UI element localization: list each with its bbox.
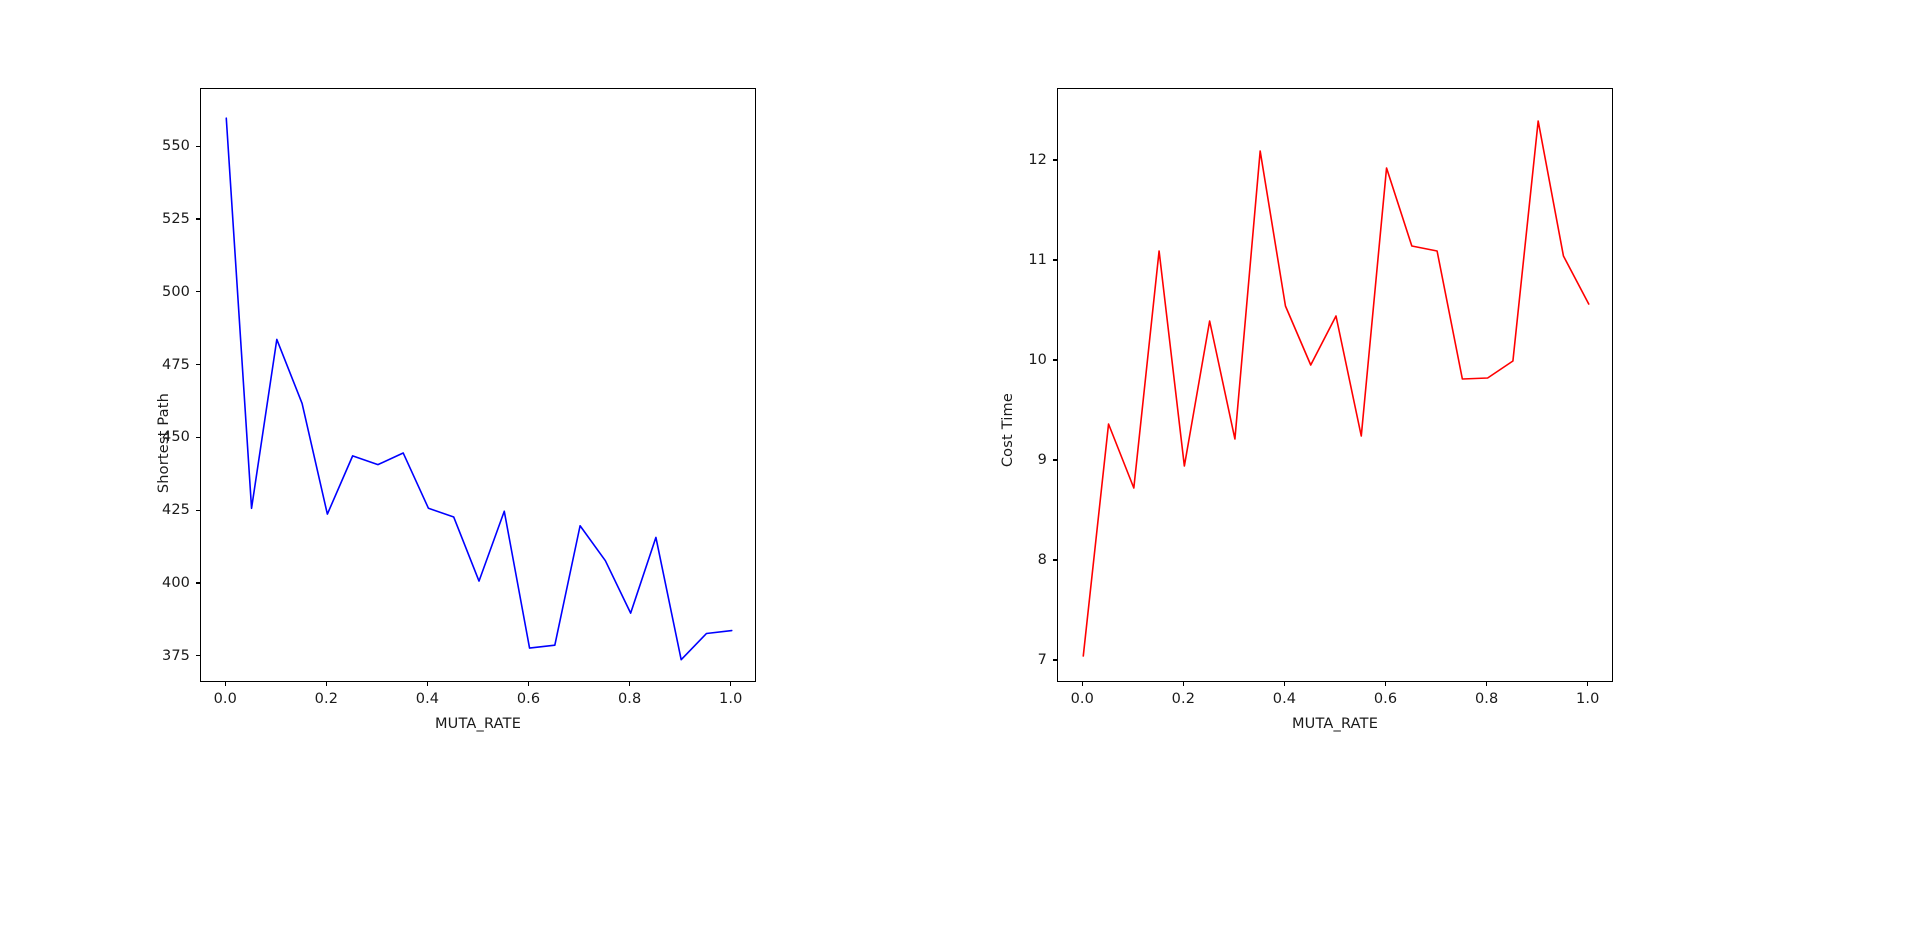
y-tick-label: 525	[162, 211, 190, 228]
x-tick-mark	[1384, 682, 1387, 686]
y-tick-label: 8	[1037, 552, 1047, 568]
y-axis-title-shortest-path: Shortest Path	[156, 393, 173, 494]
y-tick-mark	[196, 655, 200, 657]
y-tick-label: 9	[1037, 452, 1047, 468]
y-tick-mark	[196, 436, 200, 438]
y-tick-mark	[1053, 659, 1057, 661]
y-tick-mark	[1053, 559, 1057, 561]
x-tick-mark	[1486, 682, 1488, 686]
x-tick-mark	[426, 682, 428, 686]
x-tick-label: 0.8	[1474, 691, 1499, 707]
x-tick-label: 0.4	[1272, 691, 1297, 707]
x-tick-label: 0.6	[1373, 691, 1398, 707]
x-tick-label: 0.2	[1171, 691, 1196, 707]
y-tick-label: 375	[162, 647, 190, 664]
x-tick-mark	[1587, 682, 1589, 686]
x-tick-mark	[730, 682, 732, 686]
x-tick-mark	[1182, 682, 1184, 686]
panel-cost-time: 7 8 9 10 11 12 0.0 0.2 0.4 0.6 0.8 1.0 Cost Time M…	[960, 0, 1920, 936]
y-tick-label: 7	[1037, 652, 1047, 668]
y-tick-mark	[196, 582, 200, 584]
line-series-cost-time	[1082, 120, 1590, 657]
y-tick-mark	[196, 145, 200, 147]
y-tick-mark	[196, 364, 200, 366]
y-tick-mark	[196, 291, 200, 293]
y-tick-label: 475	[162, 356, 190, 373]
x-tick-mark	[1283, 682, 1285, 686]
y-tick-mark	[1053, 259, 1057, 261]
x-tick-label: 0.4	[415, 691, 440, 707]
x-axis-title-shortest-path: MUTA_RATE	[434, 716, 522, 732]
y-tick-mark	[1053, 159, 1057, 161]
x-tick-mark	[1081, 682, 1083, 686]
y-tick-label: 450	[162, 429, 190, 446]
line-series-shortest-path	[225, 117, 733, 661]
y-tick-mark	[1053, 359, 1057, 361]
panel-shortest-path: 375 400 425 450 475 500 525 550 0.0 0.2 0.4 0.6 0.8…	[156, 88, 756, 732]
y-tick-label: 550	[162, 138, 190, 155]
y-tick-mark	[196, 218, 200, 220]
y-axis-title-cost-time: Cost Time	[1000, 393, 1017, 468]
y-tick-label: 12	[1028, 152, 1047, 168]
x-tick-mark	[527, 682, 530, 686]
x-tick-mark	[224, 682, 226, 686]
x-tick-label: 0.0	[1070, 691, 1094, 707]
y-tick-label: 500	[162, 283, 190, 300]
x-tick-mark	[629, 682, 631, 686]
x-tick-label: 0.0	[213, 691, 237, 707]
x-tick-label: 0.6	[516, 691, 541, 707]
y-tick-label: 10	[1028, 352, 1047, 368]
y-tick-mark	[196, 509, 200, 511]
y-tick-mark	[1053, 459, 1057, 461]
axes-cost-time	[1057, 88, 1613, 682]
x-tick-label: 1.0	[719, 691, 743, 707]
x-tick-mark	[325, 682, 327, 686]
y-tick-label: 425	[162, 502, 190, 519]
x-axis-title-cost-time: MUTA_RATE	[1291, 716, 1379, 732]
axes-shortest-path	[200, 88, 756, 682]
x-tick-label: 1.0	[1576, 691, 1600, 707]
y-tick-label: 11	[1028, 252, 1047, 268]
x-tick-label: 0.8	[617, 691, 642, 707]
x-tick-label: 0.2	[314, 691, 339, 707]
y-tick-label: 400	[162, 575, 190, 591]
